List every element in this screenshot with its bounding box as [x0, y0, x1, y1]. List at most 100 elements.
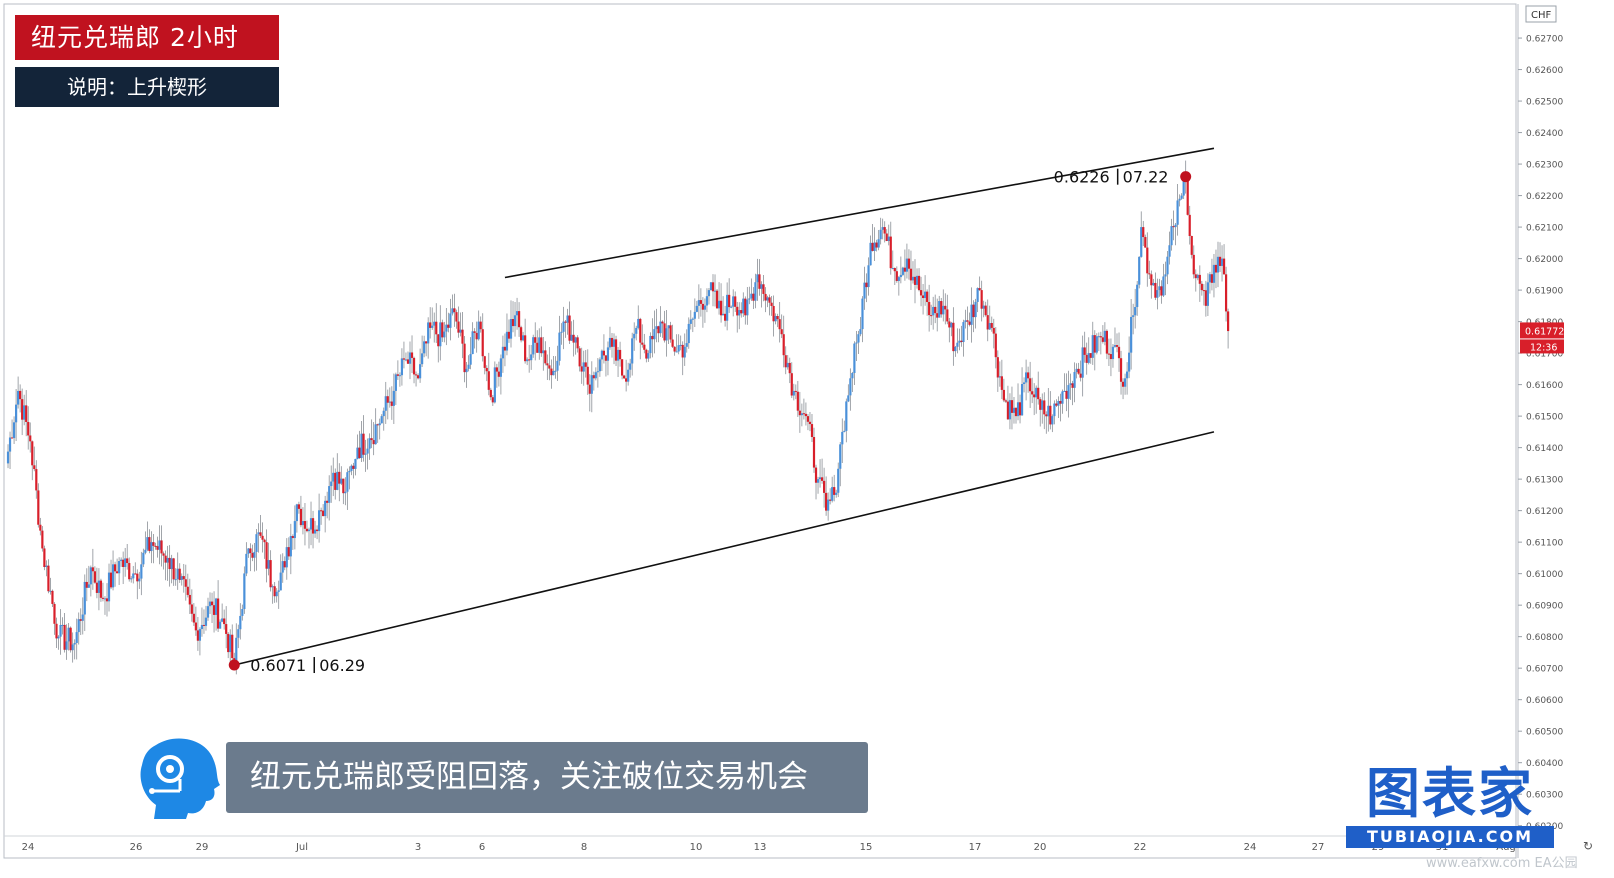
candle-body: [794, 390, 797, 392]
candle-body: [627, 369, 630, 382]
candle-body: [489, 389, 492, 398]
candle-body: [1113, 345, 1117, 347]
candle-body: [156, 546, 159, 550]
candle-body: [1006, 401, 1010, 420]
candle-body: [1119, 358, 1123, 382]
candle-body: [517, 311, 521, 328]
candle-body: [715, 290, 719, 309]
candle-body: [101, 597, 105, 599]
price-tick-label: 0.60400: [1526, 759, 1563, 769]
candle-body: [190, 604, 193, 614]
candle-body: [657, 326, 660, 334]
candle-body: [461, 329, 464, 344]
candle-body: [635, 327, 638, 334]
candle-body: [91, 567, 94, 572]
candle-body: [948, 321, 951, 328]
grid-layer: [3, 3, 1517, 859]
candle-body: [538, 337, 541, 353]
candle-body: [299, 508, 303, 526]
candle-body: [530, 354, 533, 361]
candle-body: [1128, 352, 1131, 372]
candle-body: [614, 339, 618, 361]
chart-note: 说明：上升楔形: [15, 67, 279, 107]
price-axis[interactable]: CHF 0.62700 0.62600 0.62500 0.62400 0.62300 0.…: [1517, 4, 1564, 858]
candle-body: [804, 413, 808, 417]
candle-body: [756, 274, 759, 283]
candle-body: [578, 348, 581, 367]
reset-icon[interactable]: ↻: [1583, 839, 1593, 853]
price-tick-label: 0.62400: [1526, 129, 1563, 139]
candle-body: [326, 500, 329, 503]
candle-body: [691, 318, 694, 320]
candle-body: [378, 423, 381, 426]
candle-body: [1174, 224, 1177, 228]
candle-body: [780, 329, 783, 335]
candle-body: [37, 490, 40, 525]
candle-body: [410, 352, 414, 358]
candle-body: [748, 298, 751, 300]
candle-body: [944, 305, 947, 310]
candle-body: [889, 236, 892, 269]
candle-body: [437, 334, 440, 347]
candle-body: [629, 363, 632, 370]
annotation-price: 0.6071: [250, 656, 306, 675]
candle-body: [257, 532, 260, 535]
candle-body: [1164, 274, 1167, 277]
candle-body: [829, 499, 832, 501]
candle-body: [208, 601, 212, 607]
candle-body: [520, 327, 523, 341]
candle-body: [477, 321, 480, 340]
candle-body: [433, 321, 436, 326]
candle-body: [392, 390, 395, 406]
candle-body: [1138, 256, 1141, 285]
candle-body: [853, 343, 856, 373]
candle-body: [465, 368, 468, 373]
candle-body: [85, 581, 88, 588]
candle-body: [1014, 407, 1018, 417]
candle-body: [87, 584, 90, 588]
current-price-label: 0.61772: [1525, 326, 1564, 337]
candle-body: [311, 518, 315, 534]
candle-body: [259, 532, 262, 536]
candle-body: [124, 558, 127, 567]
candle-body: [940, 301, 943, 315]
candle-body: [631, 338, 634, 364]
candle-body: [334, 472, 337, 490]
candle-body: [839, 444, 842, 469]
candle-body: [360, 433, 363, 459]
candle-body: [1020, 384, 1024, 416]
candle-body: [57, 636, 60, 639]
candle-body: [45, 565, 48, 567]
price-tick-label: 0.62100: [1526, 224, 1563, 234]
candle-body: [63, 624, 66, 650]
time-tick-label: 15: [860, 842, 873, 853]
candle-body: [21, 399, 24, 420]
candle-body: [841, 431, 844, 445]
candle-body: [594, 372, 597, 379]
candle-body: [421, 353, 424, 365]
candle-body: [384, 396, 387, 411]
candle-body: [540, 337, 543, 354]
candle-body: [1117, 346, 1121, 359]
time-tick-label: 13: [754, 842, 767, 853]
candle-body: [891, 268, 894, 270]
candle-body: [730, 306, 733, 308]
candle-body: [118, 561, 121, 574]
candle-body: [647, 353, 650, 359]
candle-body: [711, 282, 715, 292]
price-tick-label: 0.60500: [1526, 728, 1563, 738]
candle-body: [251, 553, 254, 558]
candle-body: [503, 346, 507, 351]
candle-body: [536, 342, 539, 353]
candle-body: [457, 321, 460, 333]
candle-body: [812, 437, 816, 468]
candle-body: [370, 438, 373, 441]
candle-body: [726, 294, 729, 321]
time-tick-label: 3: [415, 842, 421, 853]
candle-body: [968, 321, 971, 325]
candle-body: [1067, 385, 1070, 399]
candle-body: [592, 375, 595, 379]
candle-body: [71, 644, 74, 651]
annotation-dot: [1180, 171, 1192, 183]
